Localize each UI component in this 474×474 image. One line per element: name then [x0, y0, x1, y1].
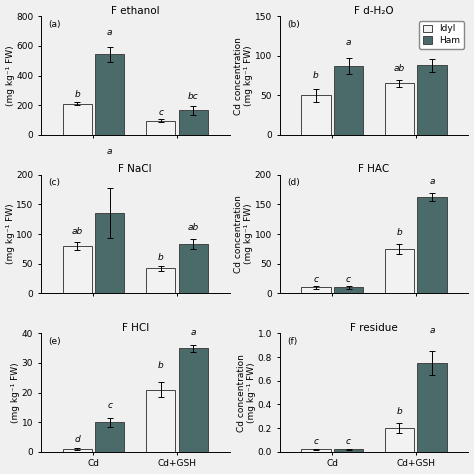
Text: b: b — [158, 253, 164, 262]
Y-axis label: (mg kg⁻¹ FW): (mg kg⁻¹ FW) — [11, 362, 20, 423]
Text: ab: ab — [394, 64, 405, 73]
Title: F d-H₂O: F d-H₂O — [354, 6, 394, 16]
Text: c: c — [107, 401, 112, 410]
Text: b: b — [397, 407, 402, 416]
Title: F residue: F residue — [350, 322, 398, 333]
Bar — [95, 55, 124, 135]
Text: (e): (e) — [48, 337, 61, 346]
Bar — [63, 104, 92, 135]
Text: a: a — [429, 40, 435, 49]
Bar — [146, 390, 175, 452]
Y-axis label: Cd concentration
(mg kg⁻¹ FW): Cd concentration (mg kg⁻¹ FW) — [234, 195, 253, 273]
Title: F HCl: F HCl — [122, 322, 149, 333]
Text: (b): (b) — [287, 20, 300, 29]
Y-axis label: (mg kg⁻¹ FW): (mg kg⁻¹ FW) — [6, 45, 15, 106]
Text: c: c — [313, 437, 319, 446]
Text: a: a — [429, 177, 435, 186]
Bar — [418, 197, 447, 293]
Bar — [418, 65, 447, 135]
Bar — [146, 121, 175, 135]
Text: a: a — [107, 28, 112, 37]
Text: a: a — [191, 328, 196, 337]
Bar — [385, 428, 414, 452]
Bar — [179, 348, 208, 452]
Bar — [95, 213, 124, 293]
Text: ab: ab — [72, 227, 83, 236]
Text: b: b — [74, 90, 80, 99]
Text: ab: ab — [188, 223, 199, 232]
Text: c: c — [158, 108, 163, 117]
Text: (c): (c) — [48, 178, 60, 187]
Y-axis label: Cd concentration
(mg kg⁻¹ FW): Cd concentration (mg kg⁻¹ FW) — [234, 36, 253, 115]
Y-axis label: (mg kg⁻¹ FW): (mg kg⁻¹ FW) — [6, 204, 15, 264]
Text: b: b — [158, 361, 164, 370]
Bar — [179, 110, 208, 135]
Text: a: a — [429, 326, 435, 335]
Text: (a): (a) — [48, 20, 61, 29]
Bar — [385, 83, 414, 135]
Text: b: b — [313, 71, 319, 80]
Bar — [334, 66, 363, 135]
Legend: Idyl, Ham: Idyl, Ham — [419, 21, 464, 49]
Bar — [418, 363, 447, 452]
Bar — [301, 449, 330, 452]
Title: F NaCl: F NaCl — [118, 164, 152, 174]
Text: a: a — [107, 147, 112, 156]
Text: c: c — [313, 275, 319, 284]
Text: (d): (d) — [287, 178, 300, 187]
Text: (f): (f) — [287, 337, 297, 346]
Bar — [385, 249, 414, 293]
Title: F HAC: F HAC — [358, 164, 390, 174]
Text: c: c — [346, 437, 351, 446]
Bar — [95, 422, 124, 452]
Bar — [301, 95, 330, 135]
Bar — [334, 287, 363, 293]
Bar — [334, 449, 363, 452]
Text: c: c — [346, 275, 351, 284]
Bar — [63, 246, 92, 293]
Text: a: a — [346, 38, 351, 47]
Bar — [146, 268, 175, 293]
Title: F ethanol: F ethanol — [111, 6, 160, 16]
Text: bc: bc — [188, 91, 199, 100]
Text: d: d — [74, 436, 80, 445]
Bar — [179, 244, 208, 293]
Bar — [301, 287, 330, 293]
Y-axis label: Cd concentration
(mg kg⁻¹ FW): Cd concentration (mg kg⁻¹ FW) — [237, 354, 256, 431]
Text: b: b — [397, 228, 402, 237]
Bar — [63, 449, 92, 452]
